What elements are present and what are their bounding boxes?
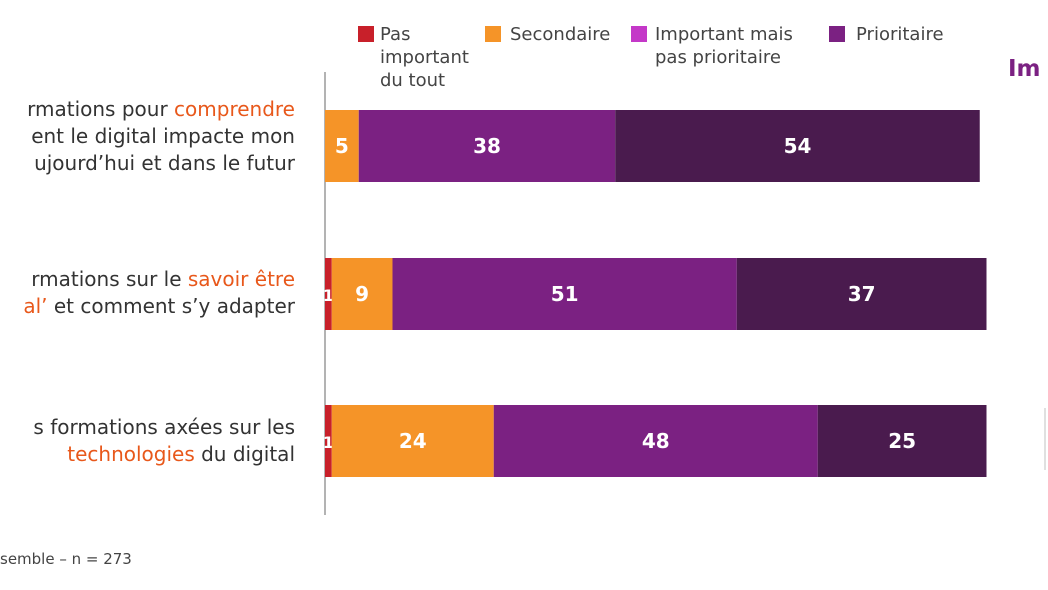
data-label: 24: [399, 429, 427, 453]
bar-segment: [493, 405, 818, 477]
legend-swatch: [631, 26, 647, 42]
category-label: rmations sur le savoir être al’ et commen…: [23, 266, 295, 320]
category-label-line: ent le digital impacte mon: [27, 123, 295, 150]
bar-segment: [331, 405, 494, 477]
label-text: rmations sur le: [31, 267, 188, 291]
label-text: et comment s’y adapter: [47, 294, 295, 318]
data-label: 5: [335, 134, 349, 158]
category-label-line: rmations pour comprendre: [27, 96, 295, 123]
data-label: 54: [784, 134, 812, 158]
legend-label: Secondaire: [510, 24, 611, 45]
label-text: ent le digital impacte mon: [31, 124, 295, 148]
footnote: semble – n = 273: [0, 550, 132, 568]
legend-swatch: [829, 26, 845, 42]
highlighted-text: savoir être: [187, 267, 295, 291]
legend-label: Prioritaire: [856, 24, 944, 45]
legend-swatch: [358, 26, 374, 42]
bar-segment: [325, 405, 332, 477]
label-text: ujourd’hui et dans le futur: [34, 151, 295, 175]
cut-off-heading: Im: [1008, 56, 1041, 82]
label-text: du digital: [194, 442, 295, 466]
bar-segment: [331, 258, 393, 330]
bar-segment: [325, 110, 359, 182]
data-label: 37: [848, 282, 876, 306]
category-label-line: technologies du digital: [33, 441, 295, 468]
edge-marker: [1044, 408, 1046, 470]
label-text: s formations axées sur les: [33, 415, 295, 439]
category-label: s formations axées sur les technologies d…: [33, 414, 295, 468]
category-label-line: al’ et comment s’y adapter: [23, 293, 295, 320]
highlighted-text: comprendre: [174, 97, 295, 121]
bar-segment: [615, 110, 980, 182]
bar-segment: [392, 258, 737, 330]
bar-segment: [817, 405, 987, 477]
category-label: rmations pour comprendre ent le digital i…: [27, 96, 295, 177]
bar-segment: [325, 258, 332, 330]
highlighted-text: technologies: [67, 442, 195, 466]
data-label: 25: [888, 429, 916, 453]
highlighted-text: al’: [23, 294, 48, 318]
category-label-line: rmations sur le savoir être: [23, 266, 295, 293]
data-label: 9: [355, 282, 369, 306]
category-label-line: ujourd’hui et dans le futur: [27, 150, 295, 177]
bar-segment: [736, 258, 987, 330]
data-label: 1: [323, 433, 334, 452]
data-label: 38: [473, 134, 501, 158]
category-label-line: s formations axées sur les: [33, 414, 295, 441]
data-label: 1: [323, 286, 334, 305]
legend-label: Pas important du tout: [380, 24, 469, 91]
legend-label: Important mais pas prioritaire: [655, 24, 793, 68]
label-text: rmations pour: [27, 97, 175, 121]
bar-segment: [358, 110, 616, 182]
data-label: 48: [642, 429, 670, 453]
legend-swatch: [485, 26, 501, 42]
data-label: 51: [551, 282, 579, 306]
